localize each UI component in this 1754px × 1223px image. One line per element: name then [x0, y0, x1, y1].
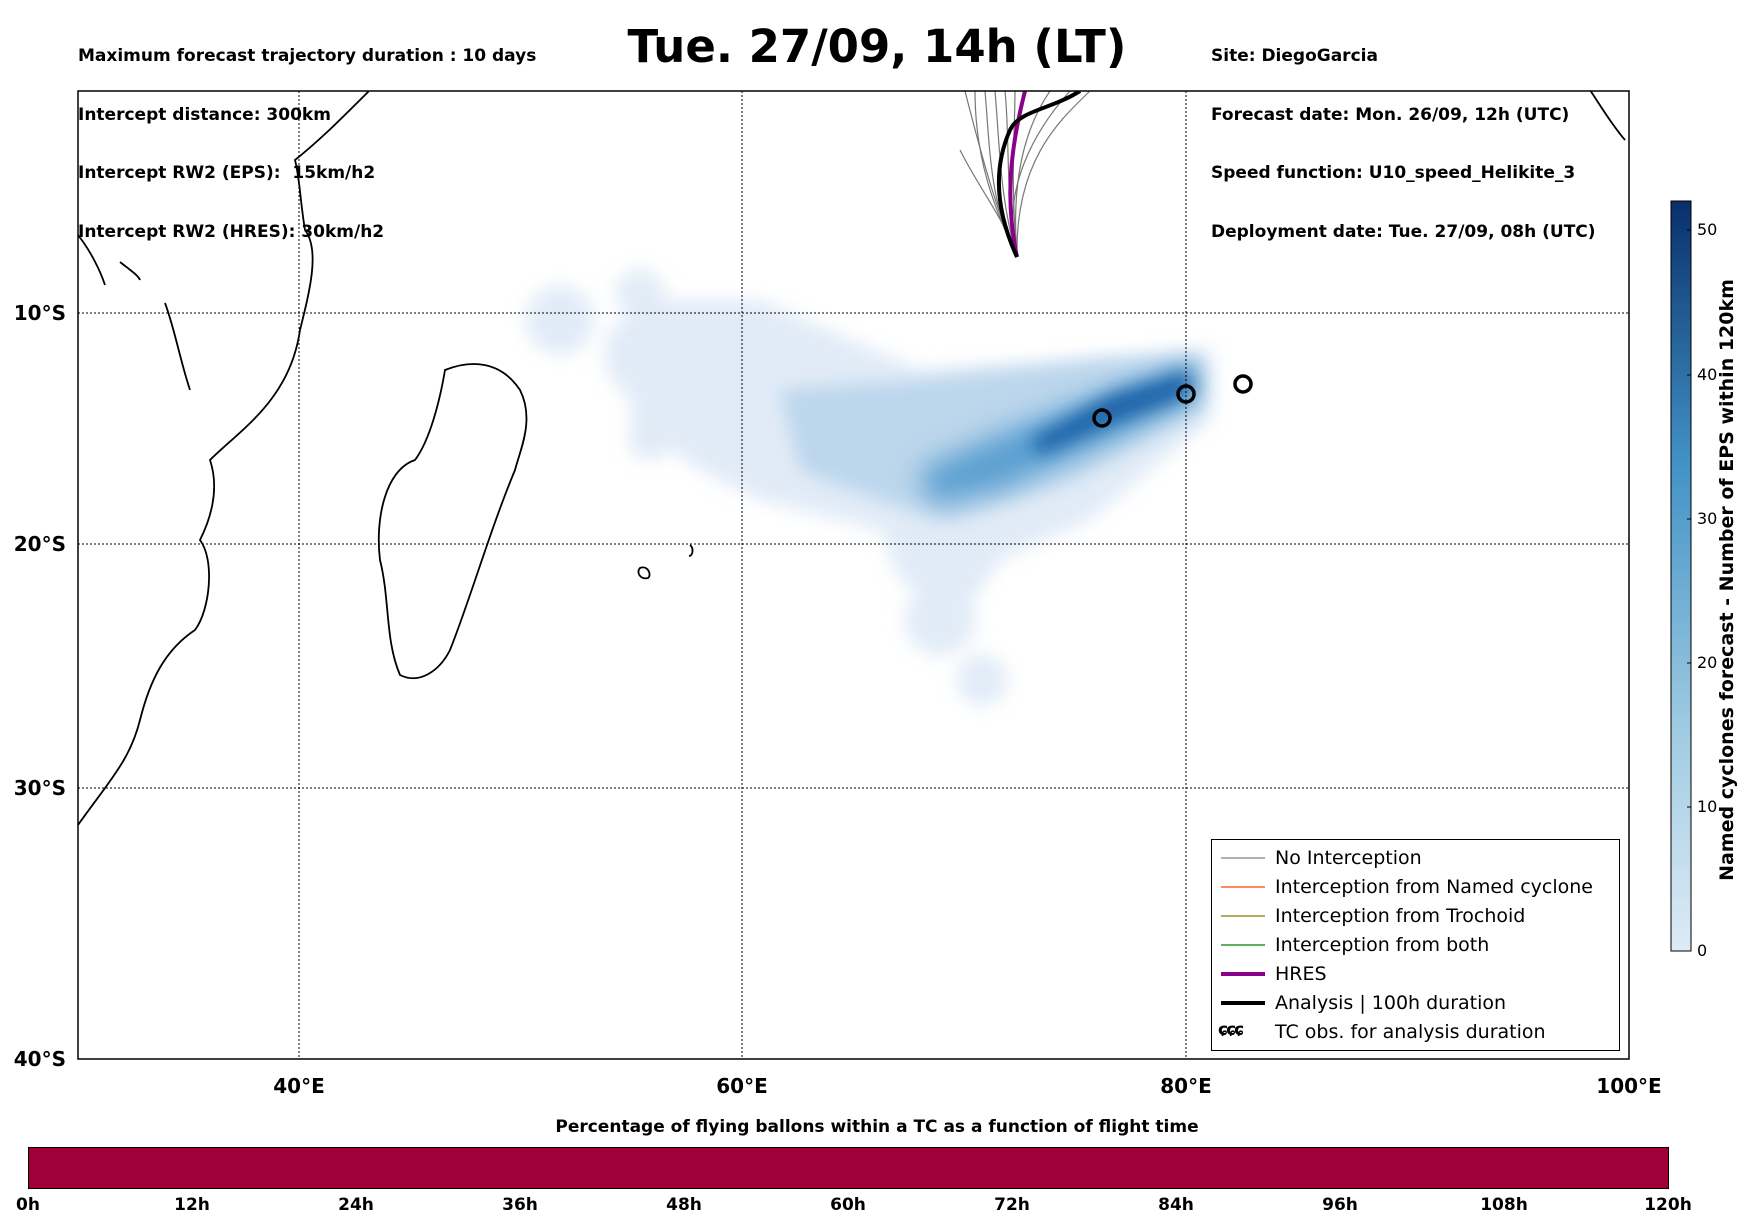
flight-time-tick: 12h	[174, 1195, 210, 1215]
site-text: Site: DiegoGarcia	[1211, 46, 1378, 66]
lon-tick-100e: 100°E	[1596, 1074, 1662, 1098]
cyclone-density-field	[526, 269, 1210, 705]
flight-time-tick: 96h	[1322, 1195, 1358, 1215]
tc-obs-marker	[1233, 374, 1253, 394]
flight-time-title: Percentage of flying ballons within a TC…	[555, 1117, 1199, 1137]
lat-tick-40s: 40°S	[13, 1047, 66, 1071]
tc-obs-marker	[1176, 384, 1196, 404]
max-duration-text: Maximum forecast trajectory duration : 1…	[78, 46, 537, 66]
intercept-eps-text: Intercept RW2 (EPS): 15km/h2	[78, 163, 376, 183]
lon-tick-60e: 60°E	[716, 1074, 768, 1098]
legend-trochoid: Interception from Trochoid	[1221, 905, 1526, 927]
flight-time-tick: 36h	[502, 1195, 538, 1215]
intercept-hres-text: Intercept RW2 (HRES): 30km/h2	[78, 221, 385, 242]
lat-tick-20s: 20°S	[13, 532, 66, 556]
colorbar-tick: 50	[1697, 220, 1718, 239]
header-right-info: Site: DiegoGarcia Forecast date: Mon. 26…	[1211, 8, 1596, 262]
map-legend: No Interception Interception from Named …	[1211, 839, 1620, 1051]
flight-time-tick: 48h	[666, 1195, 702, 1215]
flight-time-tick: 0h	[16, 1195, 40, 1215]
colorbar-tick: 20	[1697, 653, 1718, 672]
deployment-date-text: Deployment date: Tue. 27/09, 08h (UTC)	[1211, 221, 1596, 242]
header-left-info: Maximum forecast trajectory duration : 1…	[78, 8, 536, 262]
forecast-date-text: Forecast date: Mon. 26/09, 12h (UTC)	[1211, 104, 1570, 125]
flight-time-tick: 60h	[830, 1195, 866, 1215]
intercept-distance-text: Intercept distance: 300km	[78, 104, 331, 125]
legend-hres: HRES	[1221, 963, 1327, 985]
legend-named-cyclone: Interception from Named cyclone	[1221, 876, 1593, 898]
lon-tick-80e: 80°E	[1160, 1074, 1212, 1098]
flight-time-tick: 120h	[1644, 1195, 1692, 1215]
colorbar-tick: 10	[1697, 797, 1718, 816]
flight-time-tick: 24h	[338, 1195, 374, 1215]
lat-tick-30s: 30°S	[13, 776, 66, 800]
speed-function-text: Speed function: U10_speed_Helikite_3	[1211, 163, 1576, 183]
colorbar-tick: 0	[1697, 941, 1708, 960]
graticule	[78, 91, 1629, 1059]
lat-tick-10s: 10°S	[13, 301, 66, 325]
tc-obs-marker	[1092, 408, 1112, 428]
legend-both: Interception from both	[1221, 934, 1490, 956]
lon-tick-40e: 40°E	[273, 1074, 325, 1098]
flight-time-tick: 84h	[1158, 1195, 1194, 1215]
colorbar-tick: 40	[1697, 365, 1718, 384]
colorbar-label: Named cyclones forecast - Number of EPS …	[1716, 279, 1738, 881]
hres-trajectory	[1008, 91, 1027, 258]
legend-analysis: Analysis | 100h duration	[1221, 992, 1507, 1014]
legend-tc-obs: ɕɕɕ TC obs. for analysis duration	[1218, 1020, 1546, 1043]
flight-time-tick: 72h	[994, 1195, 1030, 1215]
map-frame	[77, 90, 1630, 1060]
legend-no-interception: No Interception	[1221, 847, 1422, 869]
flight-time-tick: 108h	[1480, 1195, 1528, 1215]
colorbar	[1670, 200, 1692, 952]
colorbar-tick: 30	[1697, 509, 1718, 528]
analysis-trajectory	[996, 91, 1082, 258]
page-title: Tue. 27/09, 14h (LT)	[627, 20, 1127, 73]
tc-obs-symbol: ɕɕɕ	[1218, 1020, 1244, 1040]
flight-time-bar	[28, 1147, 1669, 1189]
tc-observations	[1092, 374, 1253, 428]
